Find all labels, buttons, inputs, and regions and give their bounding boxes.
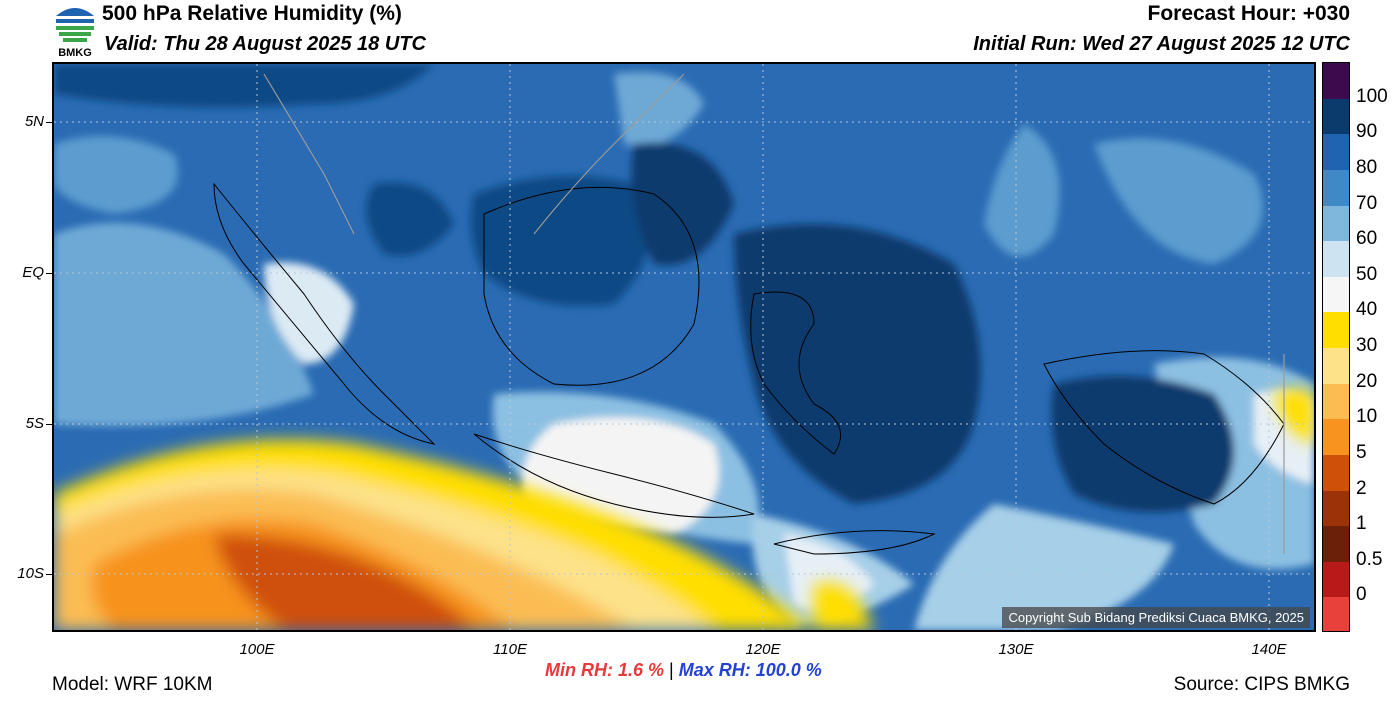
colorbar-label: 0 [1356, 584, 1367, 606]
colorbar-label: 100 [1356, 85, 1388, 107]
colorbar-segment [1323, 348, 1349, 384]
lat-tick [46, 273, 52, 274]
colorbar-segment [1323, 383, 1349, 420]
colorbar-segment [1323, 454, 1349, 491]
lat-tick [46, 424, 52, 425]
colorbar-segment [1323, 241, 1349, 277]
lat-label-10s: 10S [17, 565, 44, 582]
stats-separator: | [669, 660, 674, 680]
forecast-hour: Forecast Hour: +030 [1147, 2, 1351, 25]
colorbar [1322, 62, 1350, 632]
colorbar-segment [1323, 526, 1349, 562]
colorbar-segment [1323, 419, 1349, 455]
colorbar-segment [1323, 312, 1349, 348]
copyright-note: Copyright Sub Bidang Prediksi Cuaca BMKG… [1002, 607, 1310, 628]
bmkg-logo [52, 2, 98, 60]
lon-label-100e: 100E [239, 641, 275, 658]
humidity-field-svg [54, 64, 1314, 630]
colorbar-label: 60 [1356, 228, 1378, 250]
colorbar-label: 70 [1356, 192, 1378, 214]
colorbar-segment [1323, 134, 1349, 170]
colorbar-label: 10 [1356, 406, 1378, 428]
humidity-map: Copyright Sub Bidang Prediksi Cuaca BMKG… [52, 62, 1316, 632]
colorbar-segment [1323, 169, 1349, 206]
colorbar-label: 30 [1356, 335, 1378, 356]
colorbar-label: 0.5 [1356, 548, 1383, 570]
colorbar-segment [1323, 205, 1349, 242]
source-label: Source: CIPS BMKG [1173, 674, 1350, 695]
colorbar-label: 50 [1356, 263, 1378, 285]
rh-stats: Min RH: 1.6 % | Max RH: 100.0 % [545, 660, 822, 681]
initial-run: Initial Run: Wed 27 August 2025 12 UTC [973, 33, 1350, 55]
model-label: Model: WRF 10KM [52, 674, 213, 695]
colorbar-label: 40 [1356, 299, 1378, 321]
colorbar-segment [1323, 63, 1349, 99]
colorbar-label: 1 [1356, 513, 1367, 535]
lat-tick [46, 574, 52, 575]
colorbar-label: 20 [1356, 370, 1378, 392]
colorbar-label: 2 [1356, 477, 1367, 499]
lon-label-120e: 120E [745, 641, 781, 658]
max-rh: Max RH: 100.0 % [678, 660, 822, 680]
colorbar-segment [1323, 490, 1349, 527]
colorbar-segment [1323, 98, 1349, 135]
lon-label-110e: 110E [493, 641, 527, 658]
colorbar-segment [1323, 597, 1349, 631]
colorbar-segment [1323, 561, 1349, 598]
graticule [54, 64, 1314, 630]
valid-time: Valid: Thu 28 August 2025 18 UTC [104, 33, 426, 55]
lat-label-5n: 5N [24, 113, 44, 130]
colorbar-label: 80 [1356, 156, 1378, 178]
chart-title: 500 hPa Relative Humidity (%) [102, 2, 402, 25]
logo-text: BMKG [58, 47, 92, 59]
colorbar-label: 90 [1356, 121, 1378, 143]
colorbar-label: 5 [1356, 441, 1367, 463]
lat-label-5s: 5S [25, 415, 44, 432]
lat-label-eq: EQ [22, 264, 44, 281]
min-rh: Min RH: 1.6 % [545, 660, 665, 680]
lat-tick [46, 122, 52, 123]
colorbar-segment [1323, 276, 1349, 313]
lon-label-140e: 140E [1251, 641, 1287, 658]
lon-label-130e: 130E [998, 641, 1034, 658]
